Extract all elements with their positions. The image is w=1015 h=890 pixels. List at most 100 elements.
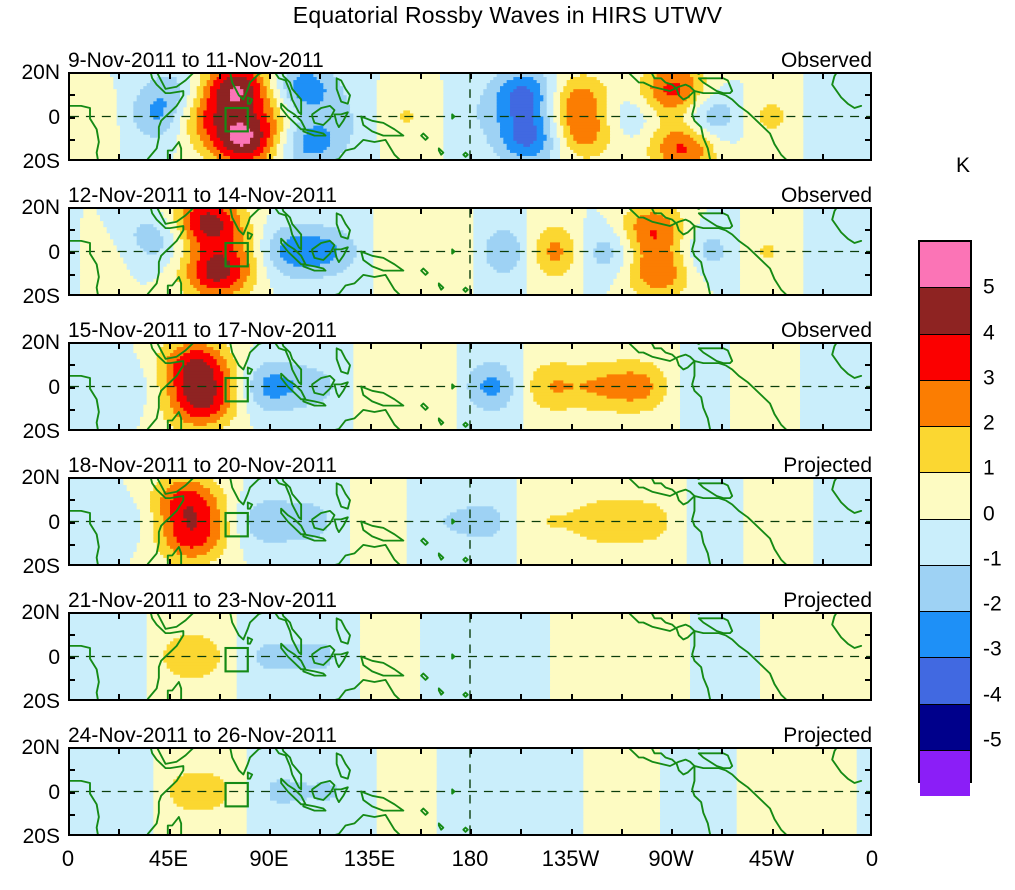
x-tick-mark — [168, 612, 171, 619]
colorbar-band — [920, 703, 970, 750]
x-tick-mark — [520, 694, 523, 701]
panel-status-badge: Projected — [783, 724, 872, 747]
x-tick-mark — [671, 342, 673, 349]
x-tick-mark — [419, 694, 422, 701]
y-tick-mark — [865, 273, 872, 276]
x-tick-mark — [470, 342, 472, 349]
y-tick-mark — [865, 94, 872, 97]
x-tick-mark — [218, 207, 221, 214]
map-panel: 24-Nov-2011 to 26-Nov-2011 Projected 20N 0 2… — [21, 725, 872, 847]
x-tick-mark — [168, 747, 171, 754]
y-axis-tick-label: 0 — [48, 375, 60, 399]
x-tick-mark — [218, 477, 221, 484]
y-tick-mark — [68, 521, 75, 524]
x-axis-tick-label: 90W — [648, 846, 694, 871]
x-tick-mark — [369, 424, 372, 431]
map-panel: 15-Nov-2011 to 17-Nov-2011 Observed 20N 0 20… — [21, 320, 872, 442]
x-tick-mark — [369, 342, 372, 349]
colorbar-band — [920, 657, 970, 704]
y-tick-mark — [865, 138, 872, 141]
region-marker-box — [224, 646, 249, 673]
x-tick-mark — [470, 72, 472, 79]
region-marker-box — [224, 106, 249, 133]
x-tick-mark — [721, 72, 724, 79]
x-tick-mark — [218, 424, 221, 431]
panel-header: 15-Nov-2011 to 17-Nov-2011 Observed — [68, 317, 872, 341]
x-axis-tick-label: 180 — [451, 846, 489, 871]
y-tick-mark — [865, 769, 872, 772]
x-tick-mark — [821, 747, 824, 754]
x-tick-mark — [821, 342, 824, 349]
x-tick-mark — [771, 829, 774, 836]
x-tick-mark — [721, 424, 724, 431]
x-tick-mark — [671, 154, 673, 161]
x-tick-mark — [570, 207, 573, 214]
colorbar-bands: 5 4 3 2 1 0 -1 -2 -3 -4 -5 — [918, 240, 1002, 796]
colorbar-tick-label: -1 — [983, 547, 1002, 571]
x-tick-mark — [570, 424, 573, 431]
x-tick-mark — [721, 829, 724, 836]
y-tick-mark — [68, 138, 75, 141]
anomaly-field — [70, 344, 870, 429]
x-tick-mark — [369, 829, 372, 836]
y-axis-tick-label: 0 — [48, 645, 60, 669]
panel-status-badge: Observed — [780, 319, 872, 342]
x-tick-mark — [319, 747, 322, 754]
x-tick-mark — [269, 829, 271, 836]
x-tick-mark — [671, 747, 673, 754]
colorbar-band — [920, 472, 970, 519]
colorbar-band — [920, 749, 970, 796]
x-tick-mark — [369, 747, 372, 754]
x-axis-tick-label: 135W — [541, 846, 600, 871]
y-axis-tick-label: 20S — [22, 150, 60, 173]
y-axis-tick-label: 0 — [48, 780, 60, 804]
x-tick-mark — [671, 559, 673, 566]
colorbar-tick-label: -5 — [983, 728, 1002, 752]
x-tick-mark — [419, 207, 422, 214]
x-tick-mark — [118, 342, 121, 349]
x-tick-mark — [118, 694, 121, 701]
x-tick-mark — [369, 559, 372, 566]
y-tick-mark — [68, 656, 75, 659]
colorbar-tick-label: 3 — [983, 366, 995, 390]
x-tick-mark — [269, 154, 271, 161]
y-tick-mark — [865, 791, 872, 794]
x-tick-mark — [419, 154, 422, 161]
coastlines — [70, 209, 863, 294]
x-tick-mark — [721, 747, 724, 754]
x-tick-mark — [218, 72, 221, 79]
x-tick-mark — [168, 694, 171, 701]
y-axis-tick-label: 20S — [22, 825, 60, 848]
panel-status-badge: Projected — [783, 454, 872, 477]
x-tick-mark — [620, 694, 623, 701]
colorbar-band — [920, 379, 970, 426]
coastlines — [70, 749, 863, 834]
x-tick-mark — [118, 559, 121, 566]
x-tick-mark — [369, 694, 372, 701]
x-tick-mark — [771, 477, 774, 484]
y-axis-tick-label: 20S — [22, 690, 60, 713]
x-tick-mark — [419, 289, 422, 296]
x-tick-mark — [218, 342, 221, 349]
map-panel: 21-Nov-2011 to 23-Nov-2011 Projected 20N 0 2… — [21, 590, 872, 712]
x-axis-tick-label: 0 — [865, 846, 879, 871]
y-tick-mark — [68, 408, 75, 411]
x-tick-mark — [369, 477, 372, 484]
y-axis-tick-label: 20S — [22, 555, 60, 578]
y-axis-tick-label: 20S — [22, 285, 60, 308]
x-tick-mark — [470, 477, 472, 484]
x-tick-mark — [168, 829, 171, 836]
x-tick-mark — [319, 342, 322, 349]
x-tick-mark — [319, 154, 322, 161]
colorbar-band — [920, 287, 970, 334]
x-tick-mark — [118, 154, 121, 161]
x-tick-mark — [319, 424, 322, 431]
x-tick-mark — [771, 424, 774, 431]
x-tick-mark — [319, 694, 322, 701]
x-axis-tick-label: 135E — [343, 846, 396, 871]
x-tick-mark — [671, 694, 673, 701]
y-tick-mark — [865, 364, 872, 367]
y-tick-mark — [865, 116, 872, 119]
map-canvas — [68, 477, 872, 566]
x-tick-mark — [620, 559, 623, 566]
